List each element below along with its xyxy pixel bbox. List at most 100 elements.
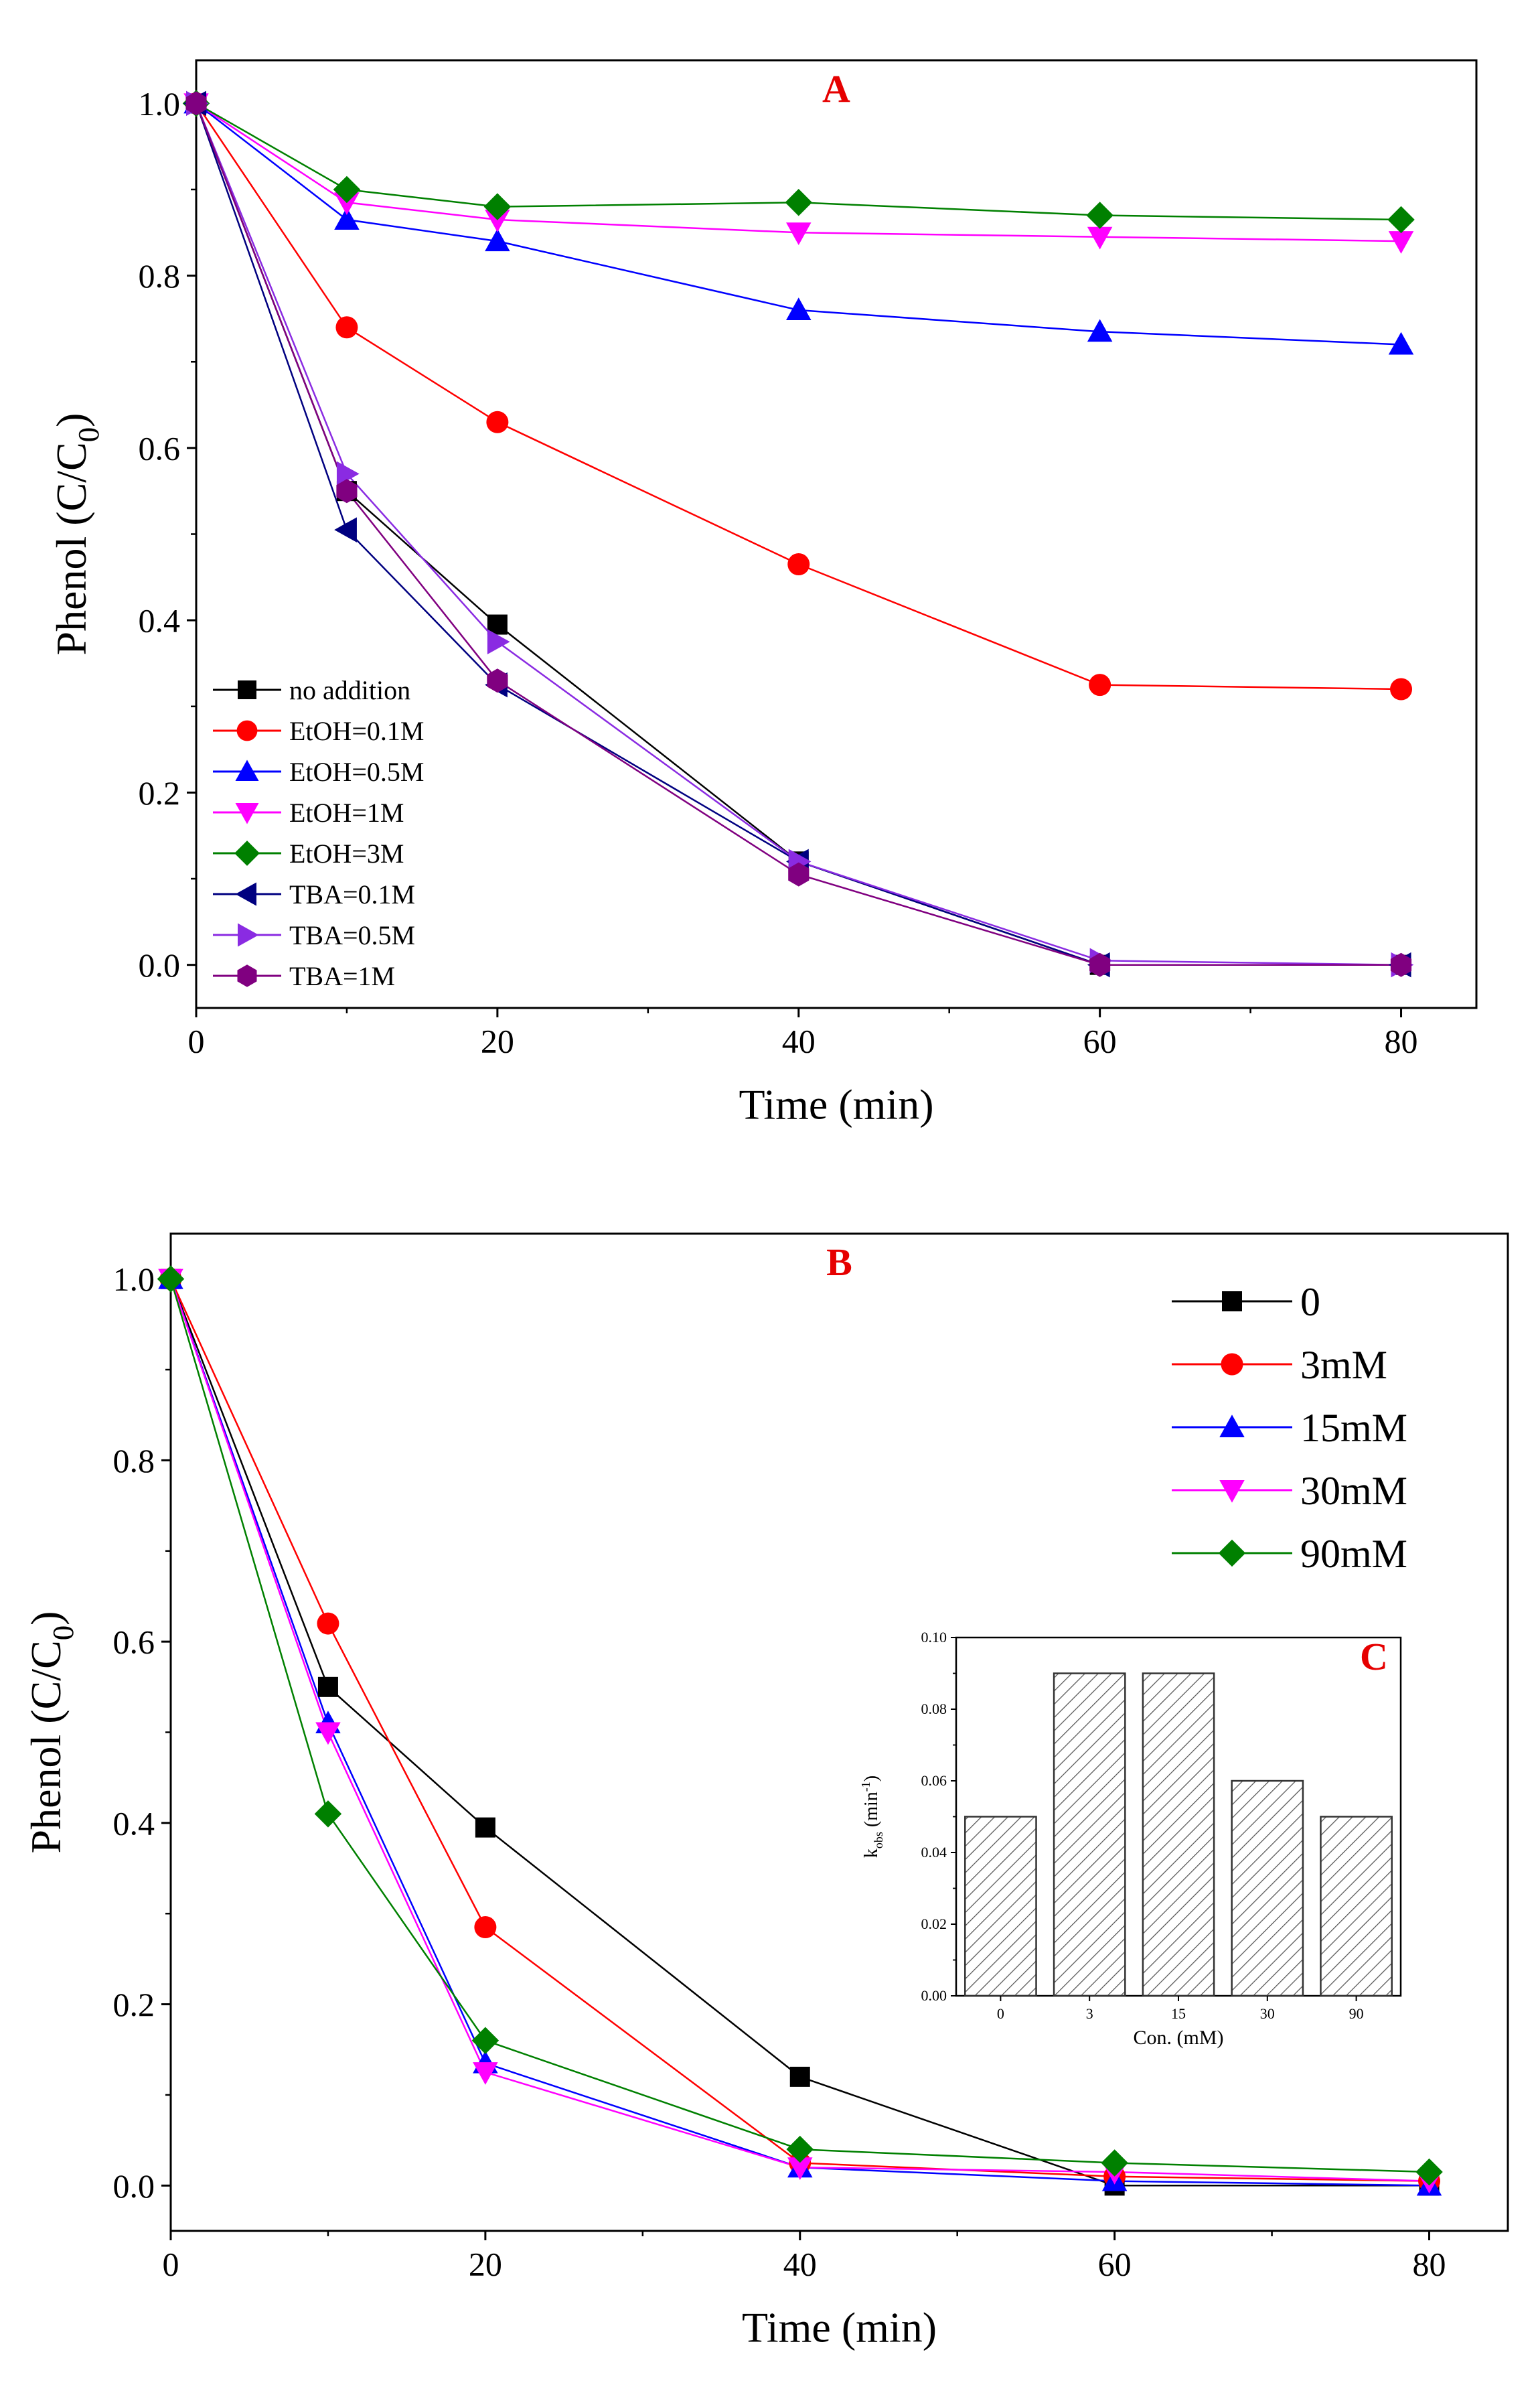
panel-c-inset-chart: 0 3 15 30 90 0.00 0.02 0.04 0.06 0.08 0.10 Con. (mM… — [859, 1629, 1402, 2049]
y-tick-label: 0.00 — [921, 1987, 947, 2004]
data-point — [1390, 952, 1412, 977]
data-point — [334, 207, 360, 230]
x-tick-label: 0 — [163, 2246, 179, 2283]
data-point — [334, 517, 357, 542]
data-point — [1388, 231, 1414, 254]
y-tick-label: 0.6 — [113, 1623, 155, 1661]
legend-label: EtOH=1M — [289, 798, 404, 828]
series-line-EtOH=0.5M — [196, 102, 1401, 346]
legend-label: 30mM — [1300, 1469, 1407, 1513]
legend-label: 3mM — [1300, 1343, 1387, 1387]
y-tick-label: 0.08 — [921, 1700, 947, 1717]
data-point — [485, 228, 510, 252]
data-point — [788, 862, 810, 887]
data-point — [471, 2027, 499, 2054]
data-point — [334, 192, 360, 215]
x-tick-label: 0 — [188, 1023, 205, 1060]
data-point — [474, 1916, 497, 1939]
series-line-TBA=0.5M — [195, 102, 1401, 966]
x-tick-label: 3 — [1086, 2005, 1093, 2022]
data-point — [315, 1722, 341, 1745]
legend-marker — [235, 803, 259, 824]
legend-marker — [234, 841, 260, 866]
x-tick-label: 40 — [782, 1023, 816, 1060]
data-point — [487, 668, 508, 693]
data-point — [1388, 332, 1414, 355]
legend-label: 0 — [1300, 1280, 1320, 1324]
data-point — [336, 461, 360, 487]
bar — [964, 1816, 1037, 1997]
y-tick-label: 0.4 — [139, 602, 181, 640]
data-point — [1101, 2149, 1128, 2177]
data-point — [1387, 206, 1415, 234]
y-axis-label-part: -1 — [859, 1782, 872, 1792]
series-line-EtOH=0.1M — [195, 102, 1401, 691]
y-tick-label: 0.06 — [921, 1772, 947, 1789]
data-point — [1089, 674, 1111, 697]
panel-label: B — [826, 1240, 852, 1284]
panel-b-chart: 0 20 40 60 80 0.0 0.2 0.4 0.6 0.8 1.0 Time (min) Phe… — [22, 1232, 1509, 2351]
x-tick-label: 80 — [1385, 1023, 1418, 1060]
y-tick-label: 0.2 — [139, 774, 181, 812]
series-line-TBA=1M — [195, 102, 1401, 966]
y-axis-label-close: ) — [48, 413, 95, 427]
x-tick-label: 40 — [783, 2246, 817, 2283]
x-axis-label: Con. (mM) — [1134, 2027, 1224, 2049]
x-tick-label: 90 — [1349, 2005, 1364, 2022]
data-point — [314, 1800, 342, 1828]
y-axis-label-subscript: 0 — [72, 427, 105, 442]
bar — [1320, 1816, 1393, 1997]
x-tick-label: 30 — [1260, 2005, 1275, 2022]
data-point — [787, 2157, 813, 2180]
y-axis-label-part: (min — [861, 1792, 882, 1832]
panel-label: C — [1360, 1635, 1388, 1678]
y-axis-label-part: k — [861, 1848, 882, 1858]
y-tick-label: 0.2 — [113, 1986, 155, 2023]
y-axis-label: kobs (min-1) — [859, 1775, 885, 1858]
legend-marker — [1219, 1480, 1245, 1503]
data-point — [317, 1612, 339, 1635]
panel-label: A — [822, 67, 850, 111]
y-axis-label-main: Phenol (C/C — [22, 1640, 70, 1853]
x-tick-label: 15 — [1171, 2005, 1186, 2022]
data-point — [487, 629, 510, 655]
legend-label: EtOH=0.5M — [289, 757, 424, 787]
y-tick-label: 0.4 — [113, 1804, 155, 1842]
data-point — [485, 209, 510, 232]
y-tick-label: 0.04 — [921, 1844, 947, 1861]
data-point — [786, 222, 812, 246]
data-point — [157, 1265, 185, 1293]
y-tick-label: 0.0 — [113, 2167, 155, 2205]
data-point — [317, 1676, 338, 1697]
y-tick-label: 1.0 — [139, 85, 181, 123]
y-tick-label: 0.8 — [139, 257, 181, 295]
data-point — [787, 553, 810, 576]
legend-marker — [238, 680, 256, 699]
legend-marker — [235, 882, 256, 906]
y-tick-label: 0.6 — [139, 429, 181, 467]
legend-marker — [238, 923, 259, 947]
data-point — [483, 193, 512, 220]
x-tick-label: 0 — [997, 2005, 1004, 2022]
data-point — [473, 2062, 498, 2085]
data-point — [1087, 226, 1113, 250]
data-point — [786, 2135, 814, 2163]
legend-marker — [1222, 1291, 1242, 1311]
y-tick-label: 0.8 — [113, 1442, 155, 1479]
legend-label: TBA=0.1M — [289, 879, 415, 910]
y-tick-label: 0.0 — [139, 946, 181, 984]
data-point — [335, 316, 358, 339]
y-axis-label-part: ) — [861, 1775, 882, 1782]
data-point — [786, 297, 812, 321]
data-point — [1087, 319, 1113, 342]
legend-label: 15mM — [1300, 1406, 1407, 1450]
data-point — [486, 411, 509, 433]
data-point — [333, 175, 361, 204]
x-tick-label: 80 — [1413, 2246, 1446, 2283]
y-tick-label: 0.10 — [921, 1629, 947, 1646]
y-axis-label-part: obs — [872, 1832, 885, 1848]
legend-label: TBA=0.5M — [289, 920, 415, 950]
data-point — [1415, 2158, 1443, 2186]
